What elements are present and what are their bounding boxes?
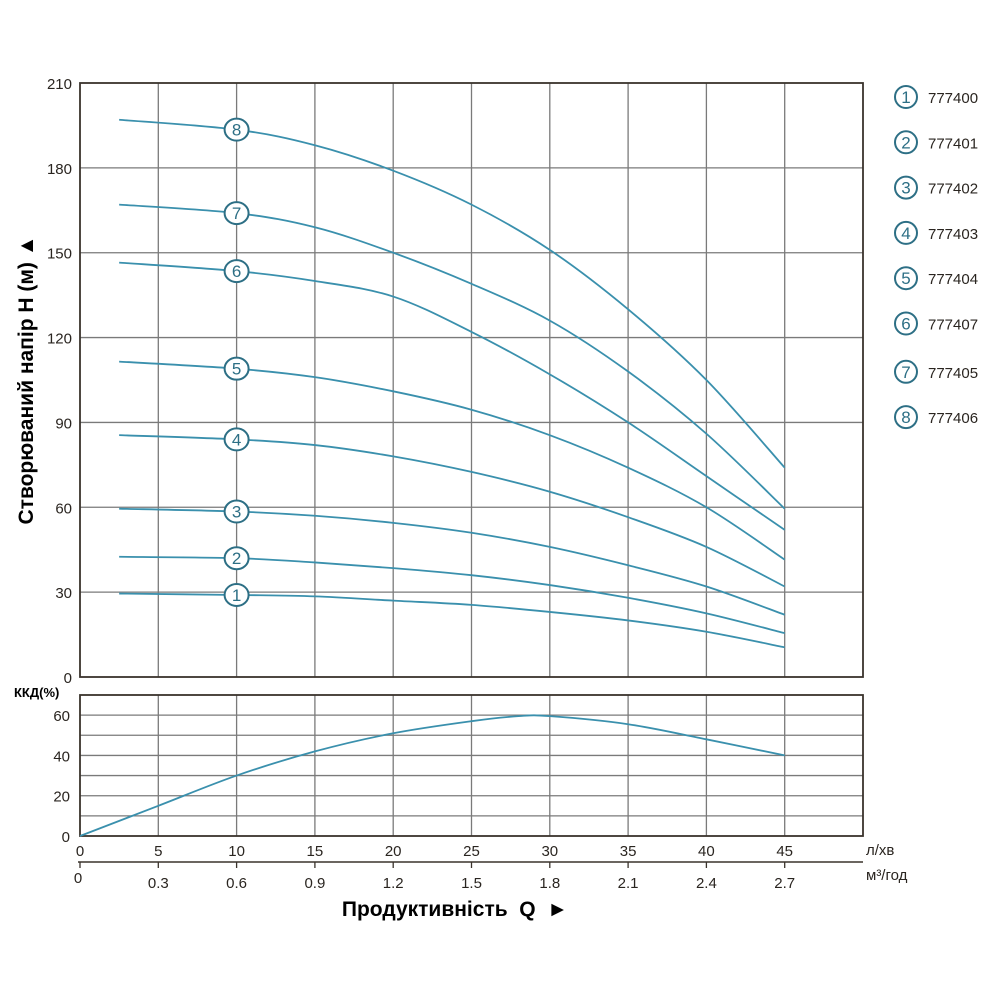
efficiency-curve: [79, 714, 785, 837]
head-curve-3: [119, 507, 786, 616]
legend-marker: [894, 130, 918, 155]
main-grid: 0 30 60 90 120 150 180 210: [47, 76, 864, 687]
x-tick-lpm: 20: [385, 843, 402, 860]
efficiency-frame: [79, 694, 864, 837]
legend-model: 777402: [928, 181, 978, 198]
efficiency-tick-label: 0: [62, 829, 70, 846]
curve-marker-label: 1: [232, 586, 241, 605]
legend-model: 777400: [928, 90, 978, 107]
x-unit-m3h: м³/год: [866, 867, 908, 884]
efficiency-tick-label: 60: [53, 708, 70, 725]
head-curve-5: [119, 360, 786, 561]
x-tick-lpm: 35: [620, 843, 637, 860]
x-tick-m3h: 1.2: [383, 875, 404, 892]
legend-marker-label: 3: [901, 179, 910, 198]
legend-marker-label: 4: [901, 224, 910, 243]
x-axis-title: Продуктивність Q ►: [342, 898, 568, 921]
legend-model: 777405: [928, 365, 978, 382]
x-tick-m3h: 2.4: [696, 875, 717, 892]
y-tick-label: 150: [47, 246, 72, 263]
y-tick-label: 120: [47, 331, 72, 348]
curve-marker: [223, 546, 250, 571]
head-curve-7: [119, 203, 786, 510]
curve-marker: [223, 356, 250, 381]
y-axis-title: Створюваний напір H (м) ▲: [15, 235, 38, 524]
legend-marker-label: 5: [901, 269, 910, 288]
efficiency-curve-group: [79, 714, 785, 837]
head-curve-8: [119, 118, 786, 469]
legend-marker-label: 2: [901, 133, 910, 152]
x-unit-lpm: л/хв: [866, 842, 894, 859]
x-tick-lpm: 45: [776, 843, 793, 860]
legend-marker-label: 6: [901, 315, 910, 334]
legend-marker: [894, 405, 918, 430]
curve-marker: [223, 499, 250, 524]
head-curve-1: [119, 592, 785, 649]
curve-marker: [223, 582, 250, 607]
legend-model: 777403: [928, 226, 978, 243]
efficiency-tick-label: 40: [53, 748, 70, 765]
x-tick-m3h: 0.3: [148, 875, 169, 892]
legend-marker: [894, 220, 918, 245]
curve-marker-label: 4: [232, 430, 241, 449]
x-tick-lpm: 25: [463, 843, 480, 860]
legend-marker: [894, 175, 918, 200]
legend-model: 777407: [928, 317, 978, 334]
legend-marker-label: 8: [901, 408, 910, 427]
legend-marker-label: 1: [901, 88, 910, 107]
axis-labels: Створюваний напір H (м) ▲ ККД(%) л/хв м³…: [14, 235, 908, 921]
curve-marker: [223, 259, 250, 284]
y-tick-label: 30: [55, 585, 72, 602]
curve-marker-label: 2: [232, 549, 241, 568]
legend-model: 777404: [928, 271, 978, 288]
x-tick-m3h: 2.1: [618, 875, 639, 892]
x-tick-m3h: 1.5: [461, 875, 482, 892]
curve-marker: [223, 117, 250, 142]
curve-marker-label: 5: [232, 360, 241, 379]
x-tick-m3h: 0.6: [226, 875, 247, 892]
legend-marker: [894, 85, 918, 109]
curve-marker: [223, 427, 250, 452]
legend-model: 777406: [928, 410, 978, 427]
x-tick-lpm: 40: [698, 843, 715, 860]
legend-model: 777401: [928, 135, 978, 152]
curve-marker: [223, 201, 250, 226]
head-curve-4: [119, 434, 786, 588]
x-tick-m3h: 2.7: [774, 875, 795, 892]
curve-marker-label: 6: [232, 262, 241, 281]
x-tick-m3h: 0: [74, 870, 82, 887]
efficiency-axis-title: ККД(%): [14, 685, 59, 700]
curve-marker-label: 7: [232, 204, 241, 223]
head-curves: 1 2 3 4 5 6 7 8: [119, 117, 786, 649]
legend-marker: [894, 311, 918, 336]
x-tick-lpm: 5: [154, 843, 162, 860]
efficiency-grid: 0 20 40 60 0 5 10 15 20 25 30 35 40 45 0 0.3 0.6 0.9 1.2 1.…: [53, 694, 864, 892]
curve-marker-label: 3: [232, 503, 241, 522]
y-tick-label: 180: [47, 161, 72, 178]
x-tick-lpm: 0: [76, 843, 84, 860]
legend-marker-label: 7: [901, 363, 910, 382]
efficiency-tick-label: 20: [53, 789, 70, 806]
curve-marker-label: 8: [232, 121, 241, 140]
y-tick-label: 60: [55, 500, 72, 517]
y-tick-label: 0: [64, 670, 72, 687]
plot-frame: [79, 82, 864, 678]
head-curve-6: [119, 261, 786, 531]
y-tick-label: 90: [55, 415, 72, 432]
x-tick-lpm: 15: [307, 843, 324, 860]
legend-marker: [894, 359, 918, 384]
x-tick-lpm: 10: [228, 843, 245, 860]
x-tick-m3h: 1.8: [539, 875, 560, 892]
x-tick-m3h: 0.9: [304, 875, 325, 892]
y-tick-label: 210: [47, 76, 72, 93]
x-tick-lpm: 30: [541, 843, 558, 860]
legend-marker: [894, 266, 918, 291]
legend: 1 777400 2 777401 3 777402 4 777403 5 777404 6 7774…: [894, 85, 978, 430]
